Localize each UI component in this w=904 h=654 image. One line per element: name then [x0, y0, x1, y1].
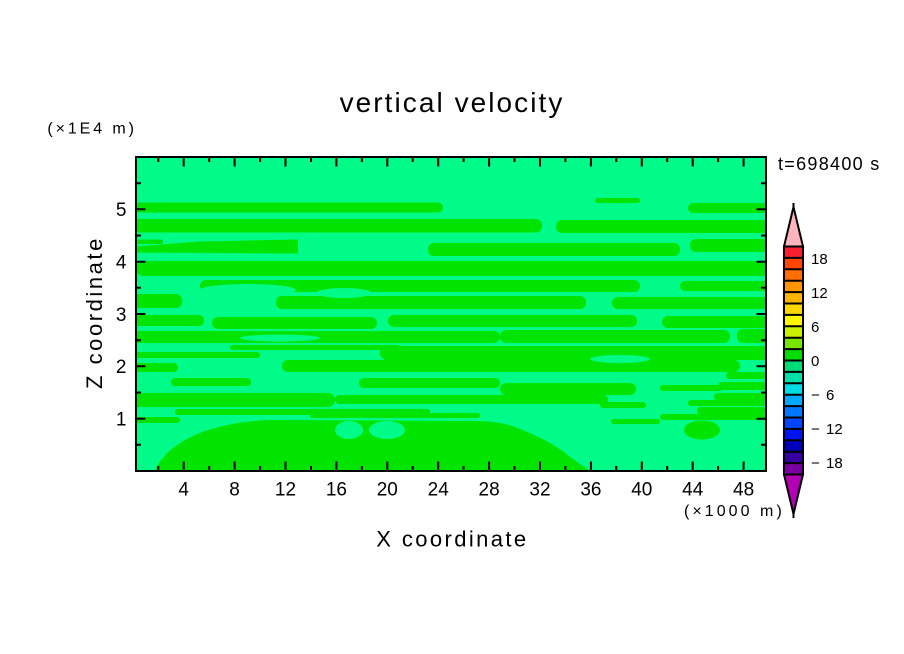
svg-text:16: 16 — [326, 479, 347, 500]
svg-text:2: 2 — [116, 357, 127, 378]
svg-text:48: 48 — [733, 479, 754, 500]
svg-text:32: 32 — [529, 479, 550, 500]
svg-text:(×1E4 m): (×1E4 m) — [47, 121, 136, 138]
svg-text:4: 4 — [116, 253, 127, 274]
svg-text:1: 1 — [116, 410, 127, 431]
svg-text:12: 12 — [811, 285, 828, 302]
svg-text:44: 44 — [682, 479, 704, 500]
svg-text:(×1000 m): (×1000 m) — [684, 503, 785, 520]
svg-text:t=698400 s: t=698400 s — [778, 154, 881, 174]
svg-text:X coordinate: X coordinate — [376, 527, 528, 552]
svg-text:36: 36 — [580, 479, 601, 500]
svg-text:−18: −18 — [811, 455, 843, 472]
svg-text:24: 24 — [428, 479, 450, 500]
svg-text:0: 0 — [811, 353, 819, 370]
svg-text:5: 5 — [116, 200, 127, 221]
svg-text:40: 40 — [631, 479, 652, 500]
svg-text:4: 4 — [178, 479, 189, 500]
svg-text:20: 20 — [377, 479, 398, 500]
svg-text:−6: −6 — [811, 387, 834, 404]
svg-text:8: 8 — [229, 479, 240, 500]
svg-text:18: 18 — [811, 251, 828, 268]
svg-text:3: 3 — [116, 305, 127, 326]
svg-text:Z coordinate: Z coordinate — [82, 236, 107, 389]
svg-text:6: 6 — [811, 319, 819, 336]
svg-text:28: 28 — [479, 479, 500, 500]
svg-text:−12: −12 — [811, 421, 843, 438]
svg-text:vertical velocity: vertical velocity — [340, 87, 565, 118]
svg-text:12: 12 — [275, 479, 296, 500]
